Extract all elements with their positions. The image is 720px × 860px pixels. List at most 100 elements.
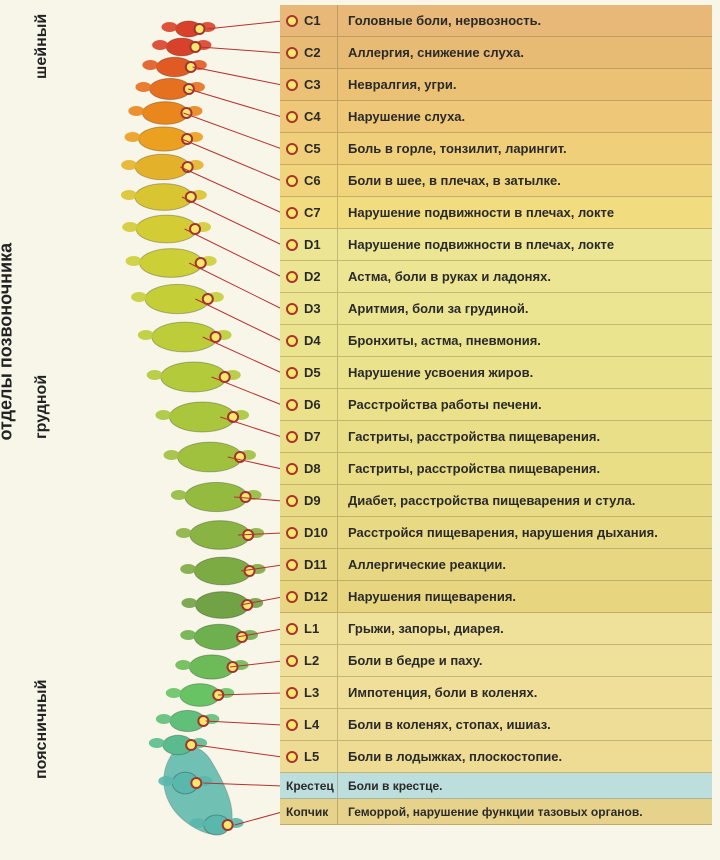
symptom-text: Импотенция, боли в коленях. [348, 685, 537, 700]
symptom-cell: Нарушения пищеварения. [338, 581, 712, 612]
symptom-cell: Гастриты, расстройства пищеварения. [338, 453, 712, 484]
vertebra-code-cell: С4 [280, 101, 338, 132]
table-row: D12Нарушения пищеварения. [280, 581, 712, 613]
symptom-cell: Диабет, расстройства пищеварения и стула… [338, 485, 712, 516]
table-row: L3 Импотенция, боли в коленях. [280, 677, 712, 709]
vertebra-dot-icon [286, 335, 298, 347]
table-row: D2 Астма, боли в руках и ладонях. [280, 261, 712, 293]
vertebra-code: L1 [304, 621, 319, 636]
table-row: С4 Нарушение слуха. [280, 101, 712, 133]
vertebra-dot-icon [286, 111, 298, 123]
symptom-cell: Невралгия, угри. [338, 69, 712, 100]
symptom-text: Невралгия, угри. [348, 77, 456, 92]
vertebra-code: D6 [304, 397, 321, 412]
vertebra-code: С3 [304, 77, 321, 92]
section-label: шейный [33, 14, 51, 79]
vertebra-code: С4 [304, 109, 321, 124]
symptom-cell: Геморрой, нарушение функции тазовых орга… [338, 799, 712, 824]
vertebra-dot-icon [286, 175, 298, 187]
vertebra-dot-icon [286, 303, 298, 315]
symptom-cell: Гастриты, расстройства пищеварения. [338, 421, 712, 452]
symptom-cell: Расстройства работы печени. [338, 389, 712, 420]
table-row: D1Нарушение подвижности в плечах, локте [280, 229, 712, 261]
symptom-cell: Аритмия, боли за грудиной. [338, 293, 712, 324]
vertebra-code: D11 [304, 557, 327, 572]
symptom-text: Расстройства работы печени. [348, 397, 542, 412]
vertebra-dot-icon [286, 207, 298, 219]
vertebra-code-cell: D2 [280, 261, 338, 292]
table-row: D6 Расстройства работы печени. [280, 389, 712, 421]
vertebra-code-cell: С7 [280, 197, 338, 228]
vertebra-code: С5 [304, 141, 321, 156]
symptom-text: Головные боли, нервозность. [348, 13, 541, 28]
symptom-text: Нарушения пищеварения. [348, 589, 516, 604]
vertebra-code: D3 [304, 301, 321, 316]
vertebra-code: D7 [304, 429, 321, 444]
vertebra-code: D5 [304, 365, 321, 380]
vertebra-code-cell: С6 [280, 165, 338, 196]
vertebra-dot-icon [286, 495, 298, 507]
table-row: D11 Аллергические реакции. [280, 549, 712, 581]
vertebra-code: L5 [304, 749, 319, 764]
symptom-cell: Боли в бедре и паху. [338, 645, 712, 676]
symptom-cell: Боль в горле, тонзилит, ларингит. [338, 133, 712, 164]
symptom-cell: Боли в лодыжках, плоскостопие. [338, 741, 712, 772]
vertebra-dot-icon [286, 719, 298, 731]
vertebra-code-cell: D6 [280, 389, 338, 420]
table-row: С7Нарушение подвижности в плечах, локте [280, 197, 712, 229]
symptom-text: Геморрой, нарушение функции тазовых орга… [348, 805, 643, 819]
main-title: отделы позвоночника [0, 243, 17, 441]
symptom-text: Боли в шее, в плечах, в затылке. [348, 173, 561, 188]
table-row: D3 Аритмия, боли за грудиной. [280, 293, 712, 325]
vertebra-code-cell: L3 [280, 677, 338, 708]
symptom-cell: Аллергические реакции. [338, 549, 712, 580]
vertebra-code: С7 [304, 205, 321, 220]
vertebra-dot-icon [286, 399, 298, 411]
symptom-cell: Расстройся пищеварения, нарушения дыхани… [338, 517, 712, 548]
vertebra-dot-icon [286, 527, 298, 539]
symptom-cell: Боли в шее, в плечах, в затылке. [338, 165, 712, 196]
vertebra-dot-icon [286, 143, 298, 155]
vertebra-code: L3 [304, 685, 319, 700]
symptom-text: Гастриты, расстройства пищеварения. [348, 461, 600, 476]
vertebra-dot-icon [286, 79, 298, 91]
vertebra-code: С6 [304, 173, 321, 188]
table-row: Копчик Геморрой, нарушение функции тазовы… [280, 799, 712, 825]
symptom-text: Гастриты, расстройства пищеварения. [348, 429, 600, 444]
section-label: грудной [33, 375, 51, 439]
vertebra-code-cell: D1 [280, 229, 338, 260]
symptom-text: Боли в бедре и паху. [348, 653, 483, 668]
symptom-cell: Бронхиты, астма, пневмония. [338, 325, 712, 356]
table-row: С5 Боль в горле, тонзилит, ларингит. [280, 133, 712, 165]
symptom-text: Боль в горле, тонзилит, ларингит. [348, 141, 567, 156]
table-row: С3 Невралгия, угри. [280, 69, 712, 101]
vertebra-dot-icon [286, 367, 298, 379]
symptom-cell: Нарушение слуха. [338, 101, 712, 132]
vertebra-code-cell: С2 [280, 37, 338, 68]
vertebra-code: D9 [304, 493, 321, 508]
vertebra-code-cell: D7 [280, 421, 338, 452]
table-row: D5 Нарушение усвоения жиров. [280, 357, 712, 389]
vertebra-code-cell: D5 [280, 357, 338, 388]
vertebra-dot-icon [286, 271, 298, 283]
symptom-cell: Импотенция, боли в коленях. [338, 677, 712, 708]
vertebra-code: Крестец [286, 779, 334, 793]
symptom-text: Аритмия, боли за грудиной. [348, 301, 528, 316]
symptom-text: Аллергия, снижение слуха. [348, 45, 524, 60]
vertebra-code: D8 [304, 461, 321, 476]
vertebra-code-cell: D11 [280, 549, 338, 580]
vertebra-code-cell: L4 [280, 709, 338, 740]
vertebra-dot-icon [286, 47, 298, 59]
symptom-cell: Нарушение подвижности в плечах, локте [338, 229, 712, 260]
vertebra-dot-icon [286, 239, 298, 251]
symptom-text: Аллергические реакции. [348, 557, 506, 572]
vertebra-code-cell: С3 [280, 69, 338, 100]
vertebra-code: D4 [304, 333, 321, 348]
symptom-text: Нарушение усвоения жиров. [348, 365, 533, 380]
vertebra-code-cell: Копчик [280, 799, 338, 824]
vertebra-code-cell: D4 [280, 325, 338, 356]
vertebra-dot-icon [286, 687, 298, 699]
symptom-text: Астма, боли в руках и ладонях. [348, 269, 551, 284]
vertebra-code: С1 [304, 13, 321, 28]
vertebra-dot-icon [286, 591, 298, 603]
